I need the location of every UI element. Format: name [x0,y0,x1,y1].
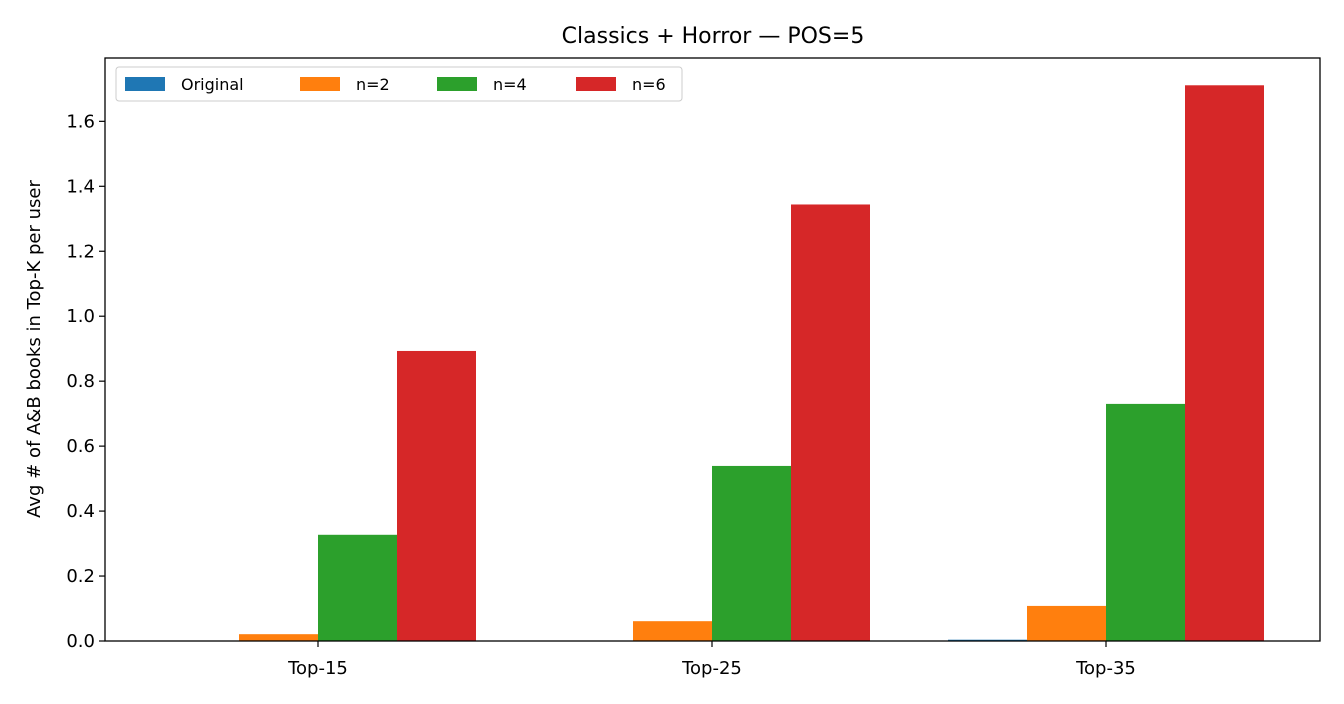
y-tick-label: 1.2 [66,241,95,262]
legend-swatch [576,77,616,91]
y-axis-label: Avg # of A&B books in Top-K per user [24,180,45,518]
y-ticks-group: 0.0 0.2 0.4 0.6 0.8 1.0 1.2 1.4 1.6 [66,111,105,652]
x-tick-label: Top-35 [1075,658,1136,679]
legend: Original n=2 n=4 n=6 [115,66,683,102]
plot-frame [104,57,1321,642]
legend-label: n=4 [493,75,527,94]
y-tick-label: 0.0 [66,631,95,652]
legend-box [115,66,683,102]
legend-swatch [437,77,477,91]
bar-n-6-top-35 [1185,85,1264,641]
x-tick-label: Top-15 [287,658,348,679]
legend-label: n=6 [632,75,666,94]
y-tick-label: 0.2 [66,566,95,587]
y-tick-label: 0.8 [66,371,95,392]
y-tick-label: 1.6 [66,111,95,132]
y-tick-label: 0.6 [66,436,95,457]
bar-n-2-top-35 [1027,605,1106,641]
x-tick-label: Top-25 [681,658,742,679]
bar-n-2-top-15 [239,634,318,641]
bars-group [239,85,1264,641]
bar-n-6-top-15 [397,350,476,641]
bar-n-4-top-25 [712,465,791,641]
y-tick-label: 1.0 [66,306,95,327]
legend-label: Original [181,75,244,94]
bar-n-2-top-25 [633,621,712,641]
x-ticks-group: Top-15 Top-25 Top-35 [287,641,1136,679]
y-tick-label: 1.4 [66,176,95,197]
legend-label: n=2 [356,75,390,94]
bar-n-6-top-25 [791,204,870,641]
legend-swatch [300,77,340,91]
bar-n-4-top-15 [318,534,397,641]
y-tick-label: 0.4 [66,501,95,522]
chart-title: Classics + Horror — POS=5 [562,24,865,49]
legend-swatch [125,77,165,91]
bar-n-4-top-35 [1106,403,1185,641]
